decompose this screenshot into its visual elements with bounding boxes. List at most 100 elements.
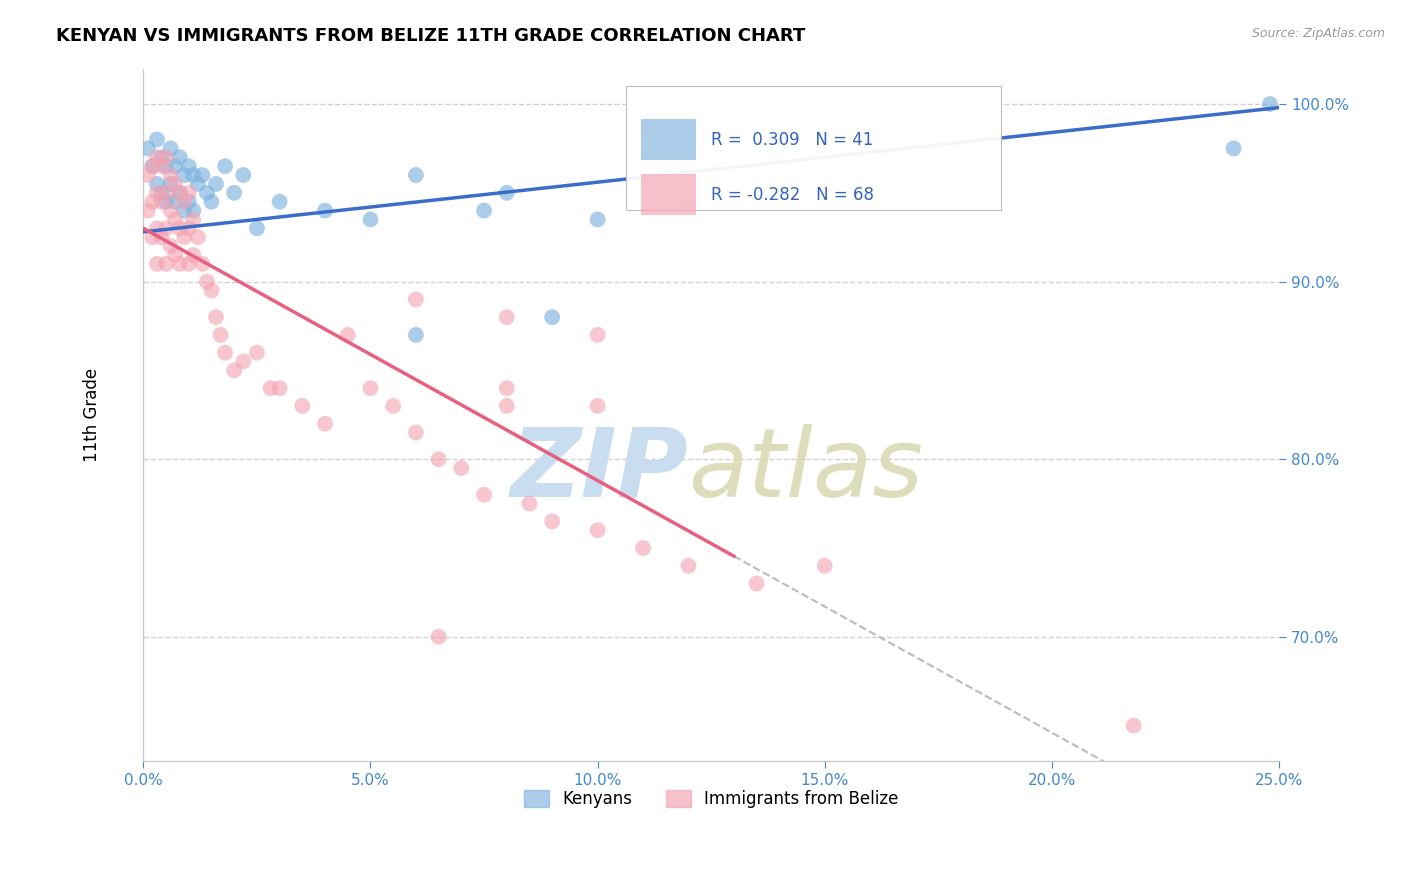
Point [169,186,191,200]
Point [205,310,228,325]
Point [136,141,159,155]
Point [269,194,291,209]
Point [405,168,427,182]
FancyBboxPatch shape [641,175,696,215]
Point [405,425,427,440]
Point [173,230,195,244]
Point [141,194,163,209]
Point [519,497,541,511]
Point [155,159,177,173]
Point [214,159,236,173]
Point [232,168,254,182]
Point [495,186,517,200]
Point [150,194,173,209]
Point [405,327,427,342]
Point [136,203,159,218]
Point [146,132,169,146]
Point [146,221,169,235]
Point [150,186,173,200]
Point [1222,141,1244,155]
Point [232,354,254,368]
Point [165,212,187,227]
Text: ZIP: ZIP [510,424,689,516]
Point [209,327,232,342]
Point [450,461,472,475]
Point [191,257,214,271]
Point [269,381,291,395]
Point [495,399,517,413]
Point [541,310,564,325]
Point [631,541,654,555]
Point [224,186,246,200]
Point [169,150,191,164]
Point [495,381,517,395]
Point [187,230,209,244]
Point [814,558,837,573]
Point [472,203,495,218]
Point [259,381,281,395]
Point [159,141,181,155]
Point [177,186,200,200]
Point [1122,718,1144,732]
Point [745,576,768,591]
Point [169,257,191,271]
Text: Source: ZipAtlas.com: Source: ZipAtlas.com [1251,27,1385,40]
Point [169,186,191,200]
Point [314,417,336,431]
Point [173,168,195,182]
Point [159,239,181,253]
Point [382,399,405,413]
Point [541,514,564,528]
Point [200,284,222,298]
Point [165,248,187,262]
Point [177,257,200,271]
Text: R =  0.309   N = 41: R = 0.309 N = 41 [711,130,873,148]
Point [586,327,609,342]
Point [146,177,169,191]
Point [141,159,163,173]
Point [495,310,517,325]
Point [136,168,159,182]
Point [155,194,177,209]
Point [165,159,187,173]
Point [359,212,381,227]
Point [1258,97,1281,112]
Point [181,168,204,182]
Point [150,159,173,173]
Point [146,186,169,200]
Point [155,150,177,164]
Point [173,203,195,218]
Point [205,177,228,191]
Text: atlas: atlas [689,424,924,516]
Point [177,159,200,173]
Point [159,203,181,218]
Point [200,194,222,209]
Point [427,630,450,644]
Point [155,186,177,200]
Point [165,194,187,209]
Legend: Kenyans, Immigrants from Belize: Kenyans, Immigrants from Belize [517,783,905,815]
Point [150,150,173,164]
Point [359,381,381,395]
Point [150,230,173,244]
Point [195,275,218,289]
Point [187,177,209,191]
Point [141,230,163,244]
FancyBboxPatch shape [641,119,696,160]
Point [472,488,495,502]
Point [195,186,218,200]
Point [586,523,609,537]
Point [173,194,195,209]
Point [586,399,609,413]
Point [177,194,200,209]
Point [427,452,450,467]
Text: 11th Grade: 11th Grade [83,368,101,462]
Point [405,293,427,307]
FancyBboxPatch shape [626,86,1001,211]
Point [246,345,269,359]
Point [155,257,177,271]
Point [146,150,169,164]
Point [181,212,204,227]
Point [169,221,191,235]
Text: KENYAN VS IMMIGRANTS FROM BELIZE 11TH GRADE CORRELATION CHART: KENYAN VS IMMIGRANTS FROM BELIZE 11TH GR… [56,27,806,45]
